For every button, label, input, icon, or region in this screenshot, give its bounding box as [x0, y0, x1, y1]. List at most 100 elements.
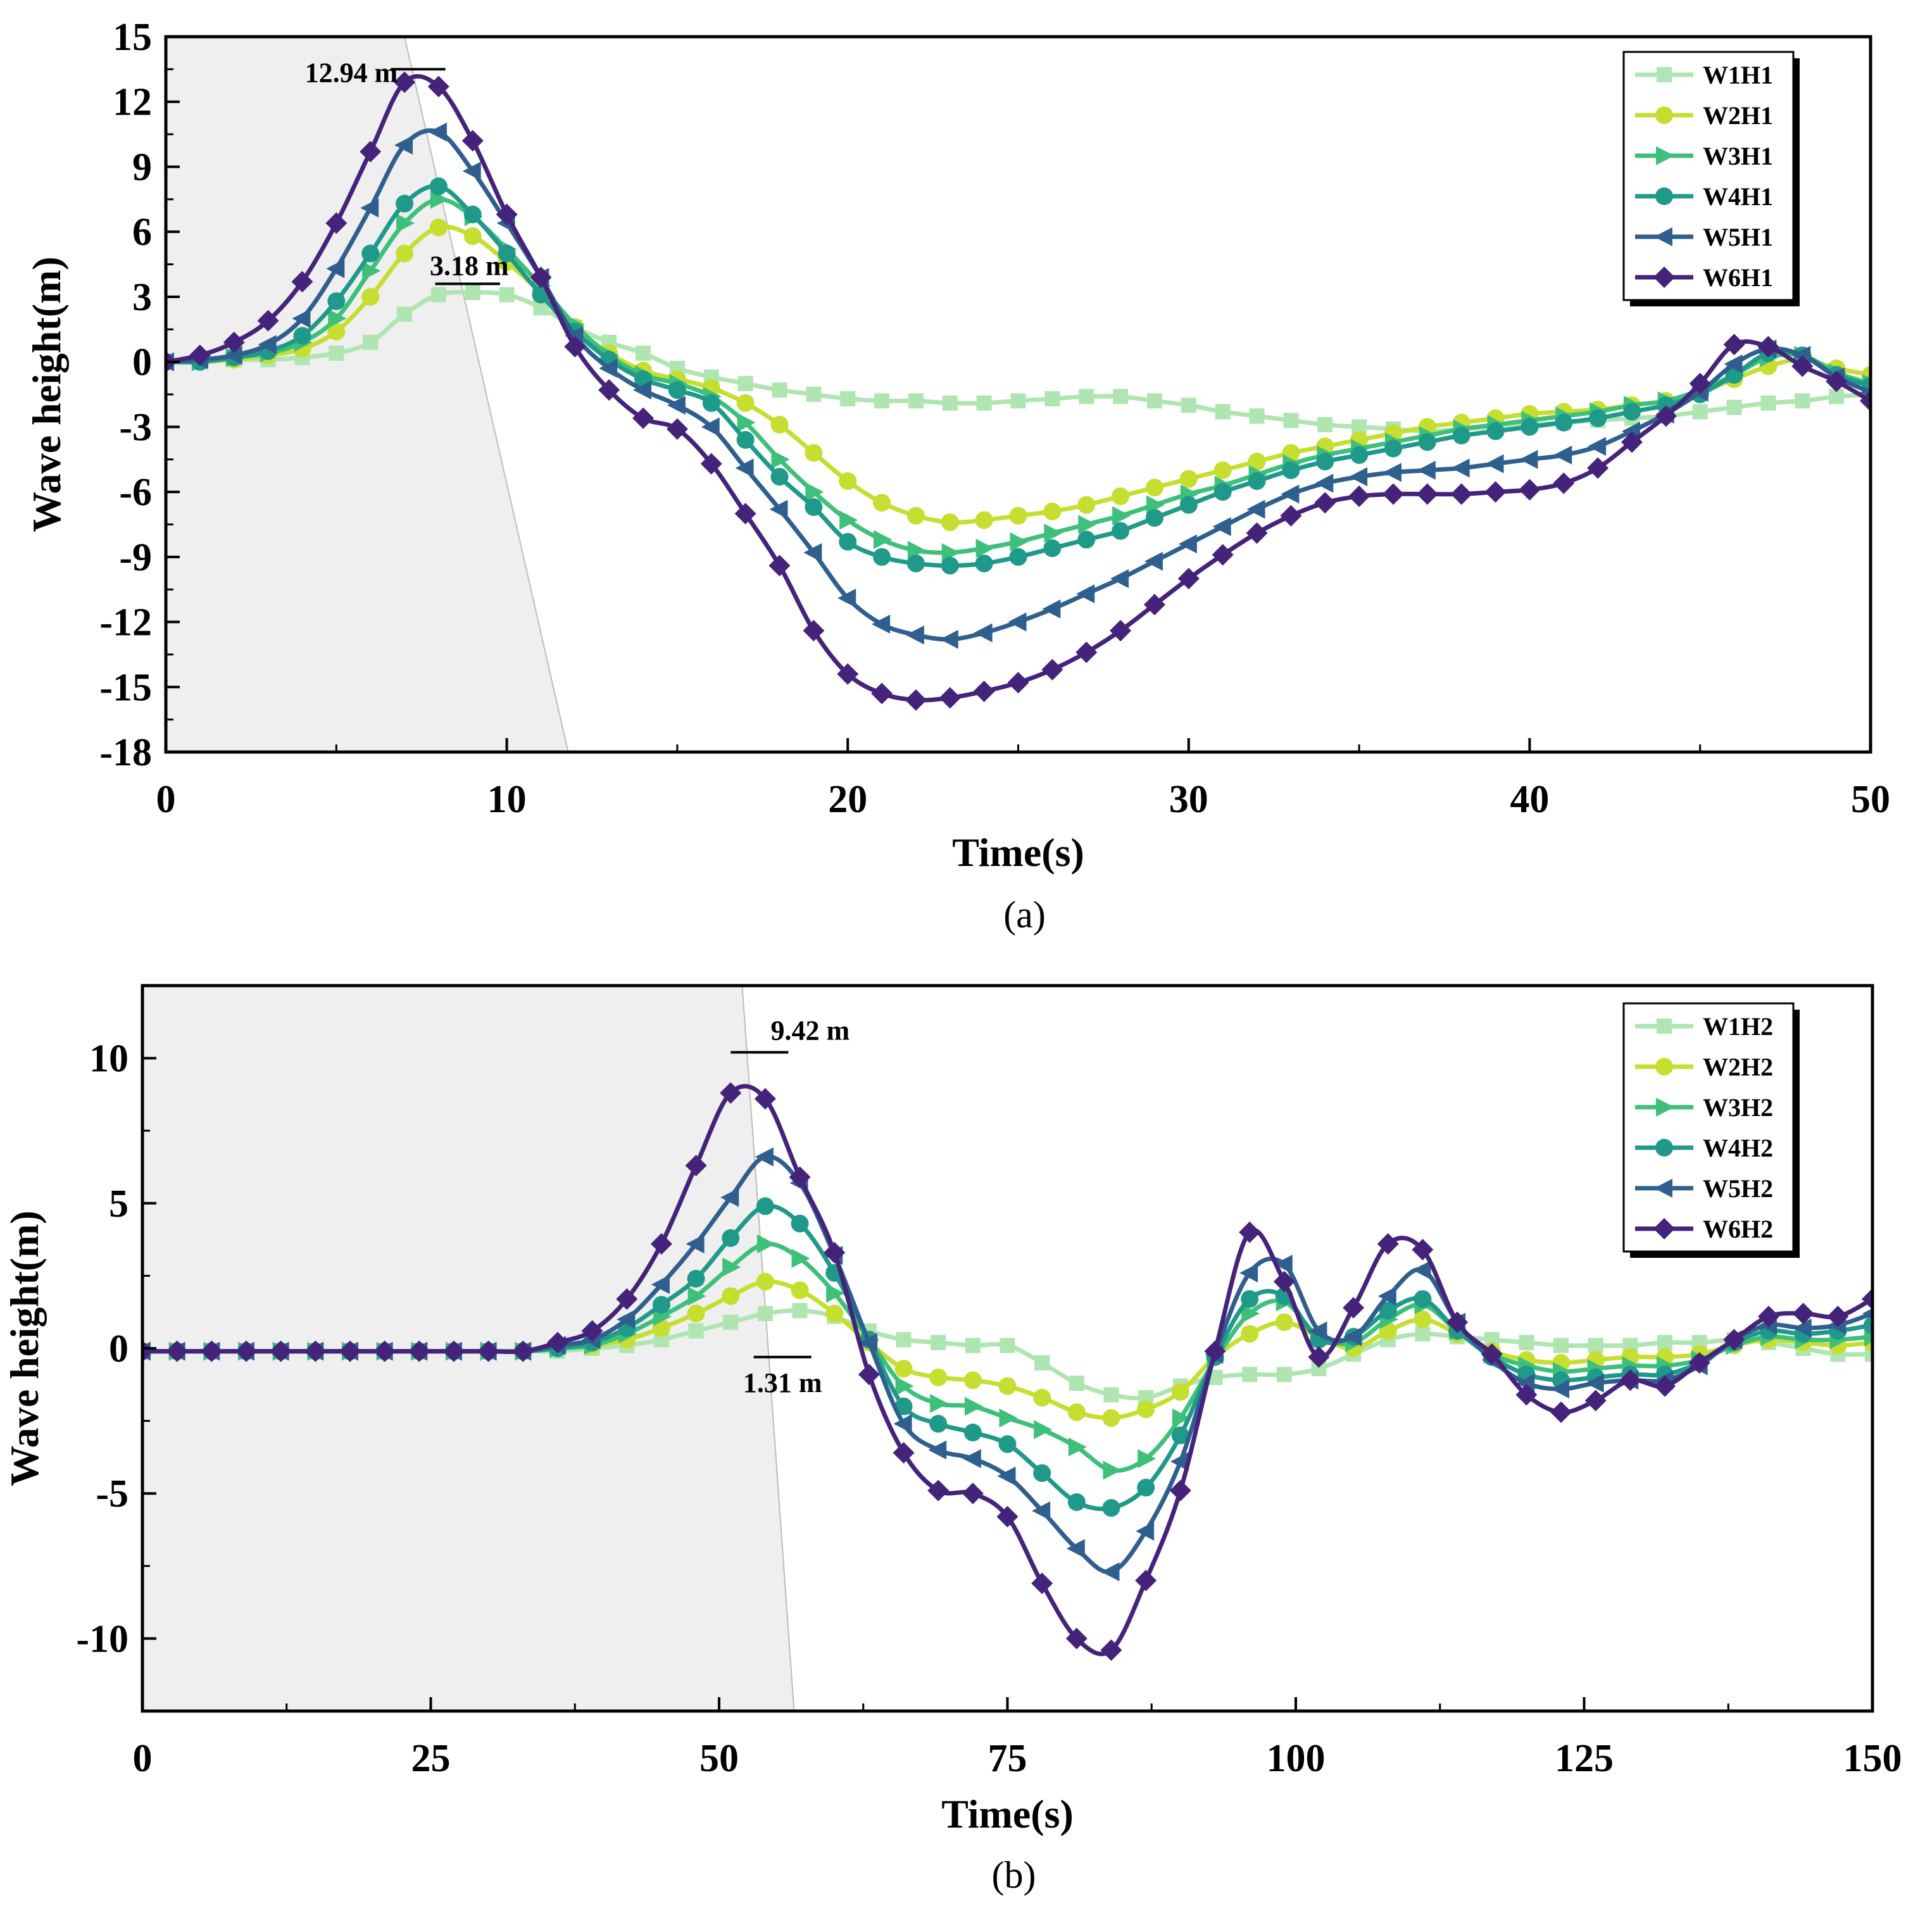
marker-circle	[805, 444, 823, 462]
marker-circle	[652, 1296, 670, 1314]
marker-circle	[1171, 1426, 1189, 1445]
marker-square	[792, 1303, 808, 1319]
marker-square	[1215, 404, 1231, 420]
marker-circle	[975, 511, 993, 529]
marker-square	[1283, 413, 1299, 429]
marker-diamond	[257, 310, 279, 332]
marker-diamond	[1100, 1639, 1122, 1661]
marker-circle	[1414, 1310, 1432, 1329]
marker-circle	[327, 292, 346, 310]
marker-triangle	[975, 539, 994, 558]
marker-triangle	[999, 1408, 1018, 1428]
marker-square	[1415, 1326, 1431, 1342]
marker-diamond	[973, 681, 995, 703]
marker-diamond	[927, 1479, 950, 1502]
marker-diamond	[700, 453, 722, 475]
marker-diamond	[1343, 1296, 1365, 1319]
marker-diamond	[768, 555, 791, 577]
marker-triangle	[737, 413, 756, 432]
marker-square	[896, 1332, 912, 1348]
marker-circle	[770, 468, 789, 486]
marker-square	[499, 287, 515, 303]
marker-circle	[736, 430, 755, 449]
marker-circle	[1009, 506, 1027, 525]
marker-triangle	[872, 614, 891, 634]
marker-diamond	[1416, 483, 1438, 505]
marker-circle	[1241, 1325, 1259, 1343]
marker-diamond	[1212, 544, 1234, 566]
marker-circle	[791, 1281, 809, 1300]
marker-circle	[361, 287, 380, 306]
marker-triangle	[292, 309, 311, 329]
marker-triangle	[803, 543, 822, 562]
legend-label-W3H1: W3H1	[1703, 142, 1773, 170]
marker-triangle	[791, 1248, 810, 1268]
marker-triangle	[1068, 1437, 1087, 1457]
x-tick-label: 0	[156, 778, 176, 821]
marker-circle	[839, 532, 857, 551]
marker-diamond	[824, 1241, 846, 1264]
marker-diamond	[789, 1166, 811, 1188]
marker-circle	[1009, 548, 1027, 566]
marker-circle	[756, 1197, 774, 1215]
marker-circle	[1350, 446, 1369, 464]
marker-circle	[1213, 483, 1232, 501]
marker-diamond	[734, 503, 756, 525]
marker-diamond	[632, 407, 655, 429]
shaded-region-edge	[741, 985, 795, 1712]
marker-circle	[1137, 1400, 1155, 1419]
marker-triangle	[874, 530, 893, 549]
marker-circle	[1384, 439, 1402, 458]
marker-diamond	[598, 379, 620, 401]
marker-triangle	[1008, 612, 1027, 632]
marker-diamond	[1653, 267, 1675, 288]
marker-diamond	[1860, 390, 1871, 412]
legend-box	[1622, 51, 1795, 301]
marker-circle	[1043, 539, 1062, 558]
marker-triangle	[362, 261, 381, 280]
marker-square	[931, 1334, 946, 1350]
marker-circle	[1145, 509, 1163, 527]
marker-diamond	[996, 1505, 1019, 1527]
x-axis-title: Time(s)	[952, 830, 1084, 875]
marker-diamond	[1791, 355, 1814, 377]
marker-diamond	[512, 1340, 534, 1362]
marker-square	[363, 334, 379, 350]
marker-square	[874, 393, 890, 409]
marker-square	[908, 393, 924, 409]
marker-square	[723, 1314, 739, 1330]
marker-diamond	[1041, 658, 1063, 681]
marker-diamond	[685, 1155, 707, 1177]
marker-diamond	[530, 267, 552, 289]
marker-triangle	[722, 1257, 741, 1277]
marker-diamond	[270, 1340, 292, 1362]
marker-diamond	[427, 75, 449, 97]
marker-circle	[873, 494, 891, 512]
marker-triangle	[858, 1333, 877, 1352]
y-tick-label: -3	[119, 406, 152, 449]
marker-circle	[687, 1269, 705, 1288]
marker-diamond	[1065, 1628, 1088, 1650]
marker-triangle	[962, 1449, 981, 1469]
marker-diamond	[360, 141, 382, 163]
marker-triangle	[905, 625, 924, 645]
legend-label-W1H1: W1H1	[1703, 61, 1773, 89]
y-tick-label: -15	[99, 666, 152, 709]
marker-triangle	[1551, 1379, 1570, 1399]
marker-circle	[839, 472, 857, 490]
marker-diamond	[1584, 1389, 1607, 1412]
marker-square	[1044, 391, 1060, 406]
legend-label-W5H2: W5H2	[1703, 1174, 1773, 1203]
legend-label-W4H1: W4H1	[1703, 182, 1773, 211]
marker-triangle	[617, 1310, 636, 1329]
marker-circle	[1112, 487, 1130, 505]
marker-triangle	[1862, 1308, 1872, 1319]
marker-square	[965, 1338, 981, 1353]
marker-circle	[1379, 1302, 1397, 1320]
marker-square	[1657, 1019, 1672, 1034]
marker-diamond	[1280, 505, 1302, 527]
marker-circle	[1486, 422, 1505, 441]
series-group	[166, 71, 1871, 711]
marker-diamond	[803, 620, 825, 642]
